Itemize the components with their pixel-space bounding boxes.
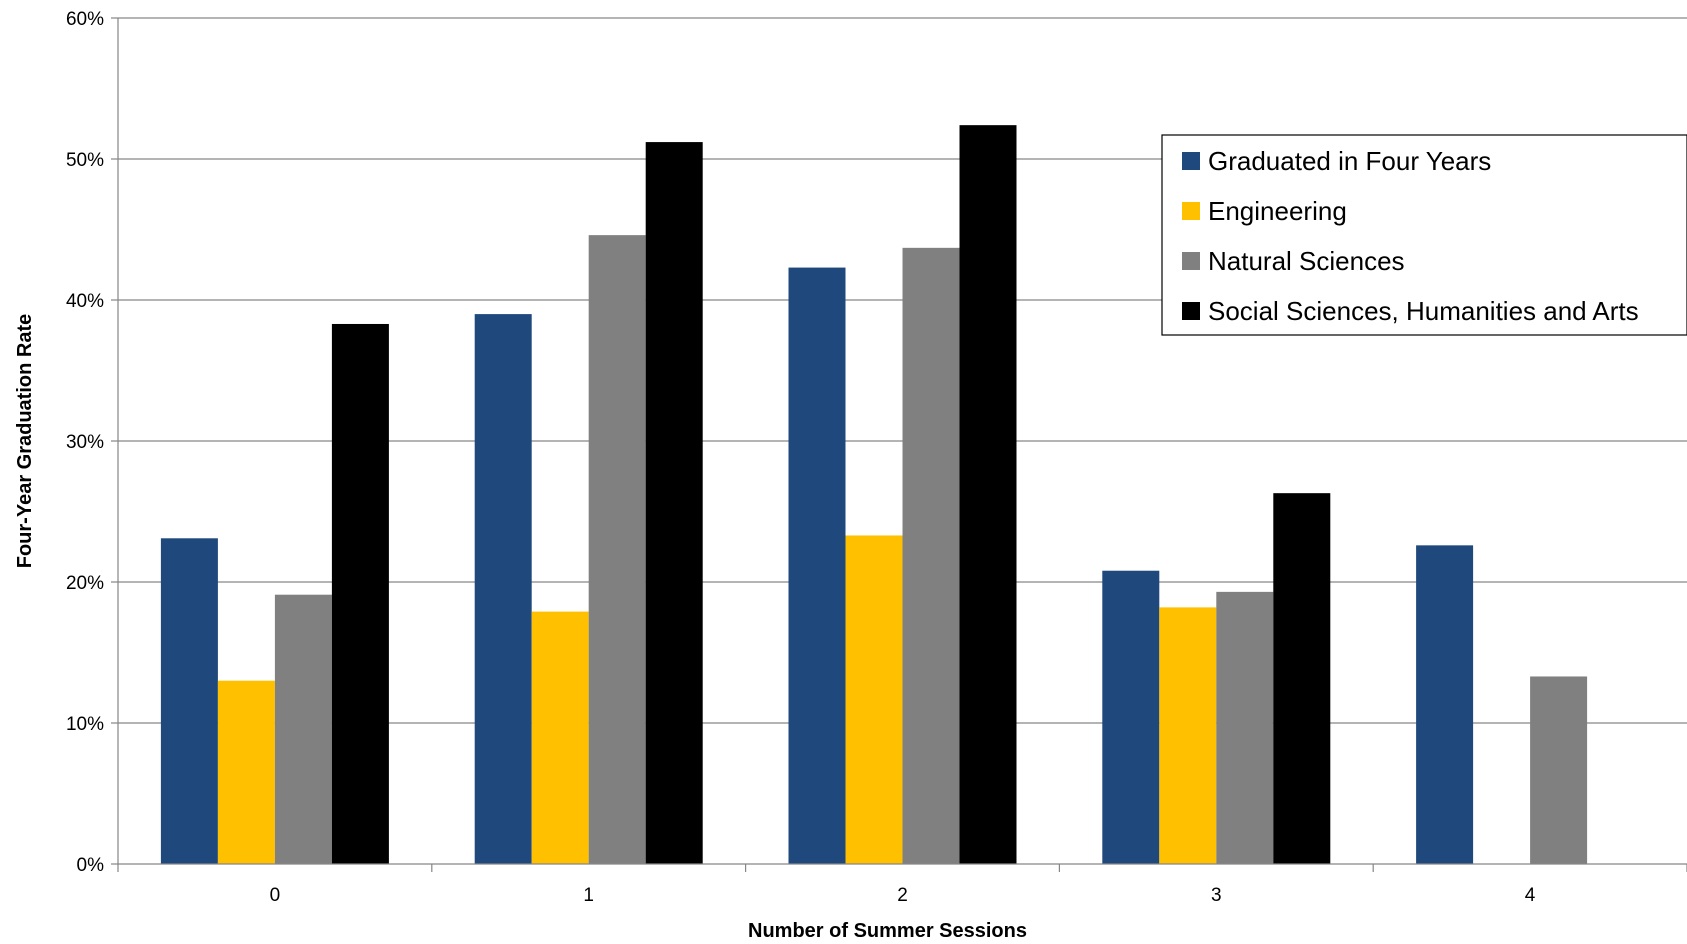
bar: [959, 125, 1017, 864]
x-axis-title: Number of Summer Sessions: [748, 920, 1027, 942]
x-tick-label: 2: [897, 885, 908, 906]
x-tick-label: 0: [270, 885, 281, 906]
y-tick-label: 10%: [66, 714, 104, 735]
legend-label: Graduated in Four Years: [1208, 146, 1491, 176]
bar: [274, 594, 332, 864]
x-tick-label: 3: [1211, 885, 1222, 906]
legend-swatch: [1182, 302, 1200, 320]
x-tick-label: 1: [583, 885, 594, 906]
bar: [1530, 676, 1588, 864]
legend-swatch: [1182, 152, 1200, 170]
bar: [845, 535, 903, 864]
legend-swatch: [1182, 202, 1200, 220]
legend-label: Engineering: [1208, 196, 1347, 226]
bar: [588, 235, 646, 864]
legend-swatch: [1182, 252, 1200, 270]
bar: [331, 323, 389, 865]
bar: [1273, 493, 1331, 864]
bar: [1159, 607, 1217, 864]
bar: [645, 142, 703, 864]
bar: [1216, 591, 1274, 864]
bars: [160, 125, 1588, 865]
y-tick-label: 40%: [66, 291, 104, 312]
legend: Graduated in Four Years Engineering Natura…: [1161, 134, 1687, 336]
y-tick-label: 30%: [66, 432, 104, 453]
y-tick-label: 60%: [66, 9, 104, 30]
y-tick-label: 50%: [66, 150, 104, 171]
bar: [474, 314, 532, 865]
bar: [531, 611, 589, 864]
legend-label: Natural Sciences: [1208, 246, 1405, 276]
legend-box: [1161, 134, 1687, 336]
y-tick-label: 0%: [77, 855, 105, 876]
bar: [1416, 545, 1474, 864]
bar: [902, 247, 960, 864]
bar: [217, 680, 275, 864]
y-tick-label: 20%: [66, 573, 104, 594]
y-axis-title: Four-Year Graduation Rate: [14, 314, 36, 569]
bar: [788, 267, 846, 864]
x-tick-label: 4: [1525, 885, 1536, 906]
axes: 0% 10% 20% 30% 40% 50% 60% 0 1 2 3 4: [66, 9, 1687, 906]
legend-label: Social Sciences, Humanities and Arts: [1208, 296, 1639, 326]
bar: [1102, 570, 1160, 864]
bar: [160, 538, 218, 864]
